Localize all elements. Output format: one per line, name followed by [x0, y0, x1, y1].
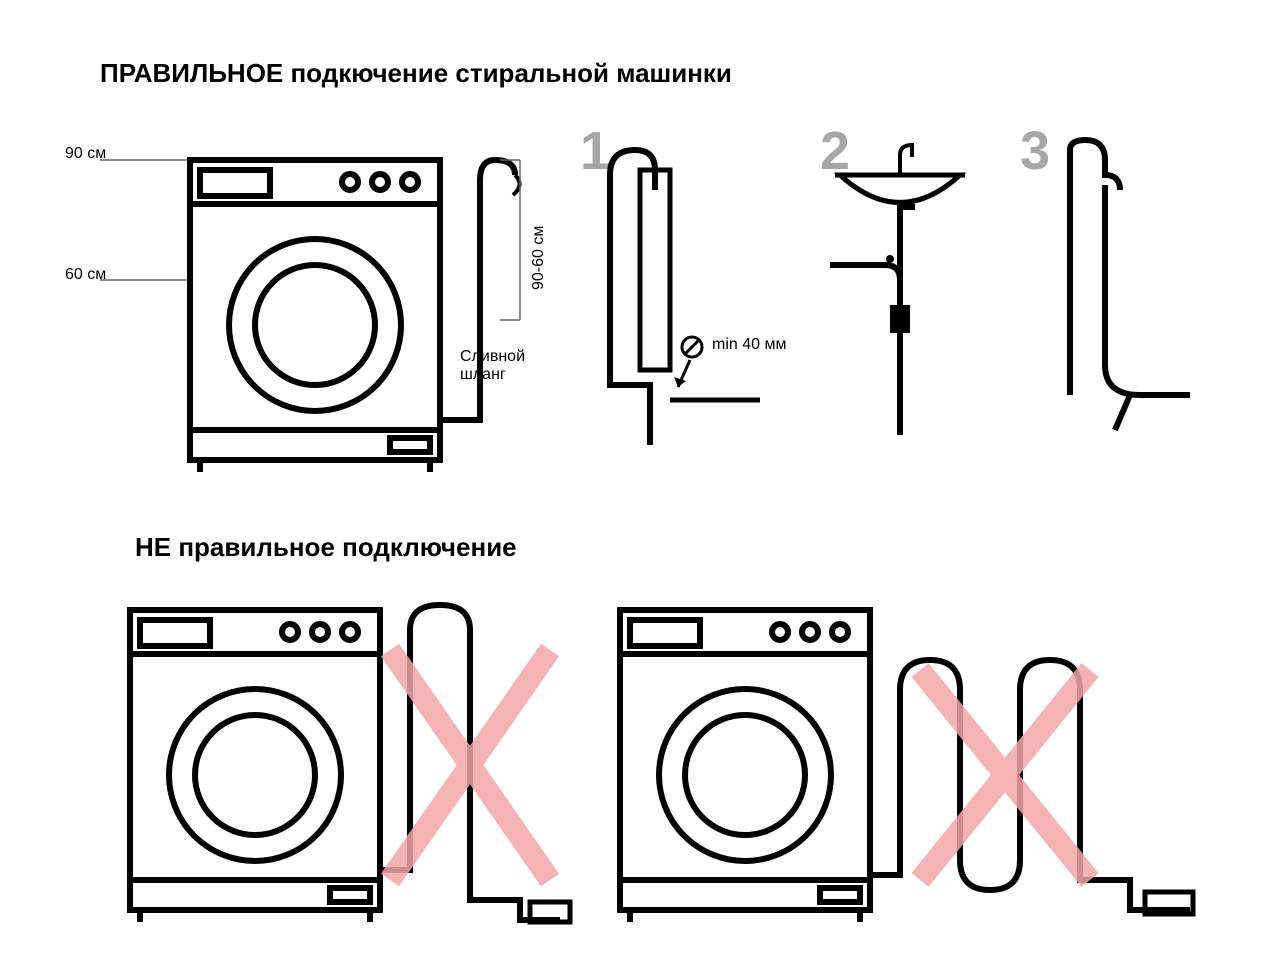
title-correct: ПРАВИЛЬНОЕ подкючение стиральной машинки — [100, 58, 732, 89]
diagram-incorrect-2 — [590, 580, 1210, 960]
diagram-main-machine — [60, 120, 540, 500]
diagram-option-1 — [580, 135, 760, 465]
diagram-option-3 — [1010, 135, 1210, 465]
title-incorrect: НЕ правильное подключение — [135, 532, 517, 563]
dim-vertical-label: 90-60 см — [530, 226, 548, 290]
dim-top-label: 90 см — [65, 145, 106, 163]
diagram-option-2 — [800, 135, 1000, 465]
option-1-note: min 40 мм — [712, 336, 786, 354]
dim-bottom-label: 60 см — [65, 266, 106, 284]
hose-label: Сливной шланг — [460, 348, 525, 384]
diagram-incorrect-1 — [100, 580, 580, 960]
